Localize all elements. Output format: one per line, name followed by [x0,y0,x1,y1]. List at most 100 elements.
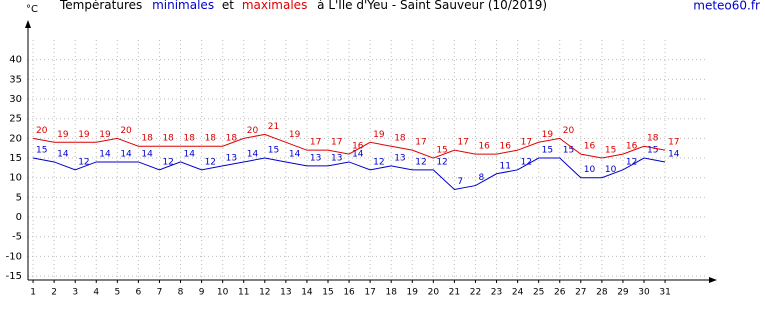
data-label: 12 [78,157,89,167]
data-label: 10 [605,165,617,175]
data-label: 16 [584,142,596,152]
data-label: 15 [542,146,553,156]
data-label: 20 [36,126,48,136]
data-label: 18 [647,134,659,144]
x-tick-label: 12 [259,288,270,298]
y-tick-label: 5 [16,192,22,203]
data-label: 13 [394,153,405,163]
data-label: 14 [352,149,364,159]
data-label: 18 [162,134,174,144]
data-label: 12 [162,157,173,167]
x-tick-label: 22 [470,288,481,298]
data-label: 18 [226,134,238,144]
y-tick-label: 10 [9,173,22,184]
data-label: 16 [478,142,490,152]
data-label: 18 [141,134,153,144]
x-tick-label: 29 [617,288,629,298]
data-label: 19 [57,130,69,140]
source-link[interactable]: meteo60.fr [693,0,760,13]
x-tick-label: 25 [533,288,544,298]
data-label: 14 [289,149,301,159]
data-label: 12 [373,157,384,167]
data-label: 16 [352,142,364,152]
title-part: et [222,0,234,12]
data-label: 19 [542,130,554,140]
data-label: 19 [373,130,385,140]
x-axis-arrow [709,277,717,283]
data-label: 14 [247,149,259,159]
x-tick-label: 27 [575,288,586,298]
data-label: 17 [457,138,468,148]
data-label: 13 [331,153,342,163]
x-tick-label: 13 [280,288,291,298]
y-tick-label: -15 [6,271,22,282]
x-tick-label: 2 [51,288,57,298]
data-label: 18 [205,134,217,144]
data-label: 12 [436,157,447,167]
data-label: 20 [563,126,575,136]
x-tick-label: 6 [136,288,142,298]
x-tick-label: 1 [30,288,36,298]
title-max: maximales [242,0,308,12]
data-label: 12 [205,157,216,167]
data-label: 21 [268,122,279,132]
data-label: 14 [668,149,680,159]
y-tick-label: -10 [6,251,22,262]
x-tick-label: 24 [512,288,524,298]
data-label: 10 [584,165,596,175]
x-tick-label: 18 [385,288,397,298]
data-label: 12 [521,157,532,167]
data-label: 16 [500,142,512,152]
data-label: 13 [310,153,321,163]
data-label: 15 [268,146,279,156]
x-tick-label: 16 [343,288,355,298]
y-tick-label: 25 [9,114,22,125]
data-label: 8 [478,173,484,183]
data-label: 14 [120,149,132,159]
data-label: 19 [289,130,301,140]
data-label: 19 [99,130,111,140]
data-label: 15 [563,146,574,156]
x-tick-label: 8 [178,288,184,298]
data-label: 17 [415,138,426,148]
data-label: 13 [226,153,237,163]
x-tick-label: 14 [301,288,313,298]
title-part: à L'Ile d'Yeu - Saint Sauveur (10/2019) [317,0,547,12]
data-label: 14 [57,149,69,159]
x-tick-label: 17 [364,288,375,298]
data-label: 16 [626,142,638,152]
data-label: 15 [436,146,447,156]
x-tick-label: 23 [491,288,502,298]
data-label: 14 [141,149,153,159]
y-tick-label: 0 [16,212,22,223]
data-label: 12 [415,157,426,167]
data-label: 15 [36,146,47,156]
x-tick-label: 20 [428,288,440,298]
x-tick-label: 3 [72,288,78,298]
data-label: 20 [247,126,259,136]
x-tick-label: 10 [217,288,229,298]
y-tick-label: 30 [9,94,22,105]
y-tick-label: 35 [9,74,22,85]
data-label: 20 [120,126,132,136]
x-tick-label: 15 [322,288,333,298]
y-tick-label: 40 [9,55,22,66]
data-label: 17 [331,138,342,148]
series-line [32,157,666,191]
data-label: 7 [457,177,463,187]
x-tick-label: 5 [114,288,120,298]
chart-title: Températures minimales et maximales à L'… [59,0,547,12]
y-tick-label: 20 [9,133,22,144]
data-label: 15 [605,146,616,156]
y-tick-label: -5 [12,232,22,243]
x-tick-label: 4 [93,288,99,298]
title-part: Températures [59,0,142,12]
series-line [32,133,666,159]
data-label: 17 [668,138,679,148]
data-label: 12 [626,157,637,167]
x-tick-label: 19 [407,288,419,298]
x-tick-label: 9 [199,288,205,298]
data-label: 15 [647,146,658,156]
data-label: 14 [184,149,196,159]
